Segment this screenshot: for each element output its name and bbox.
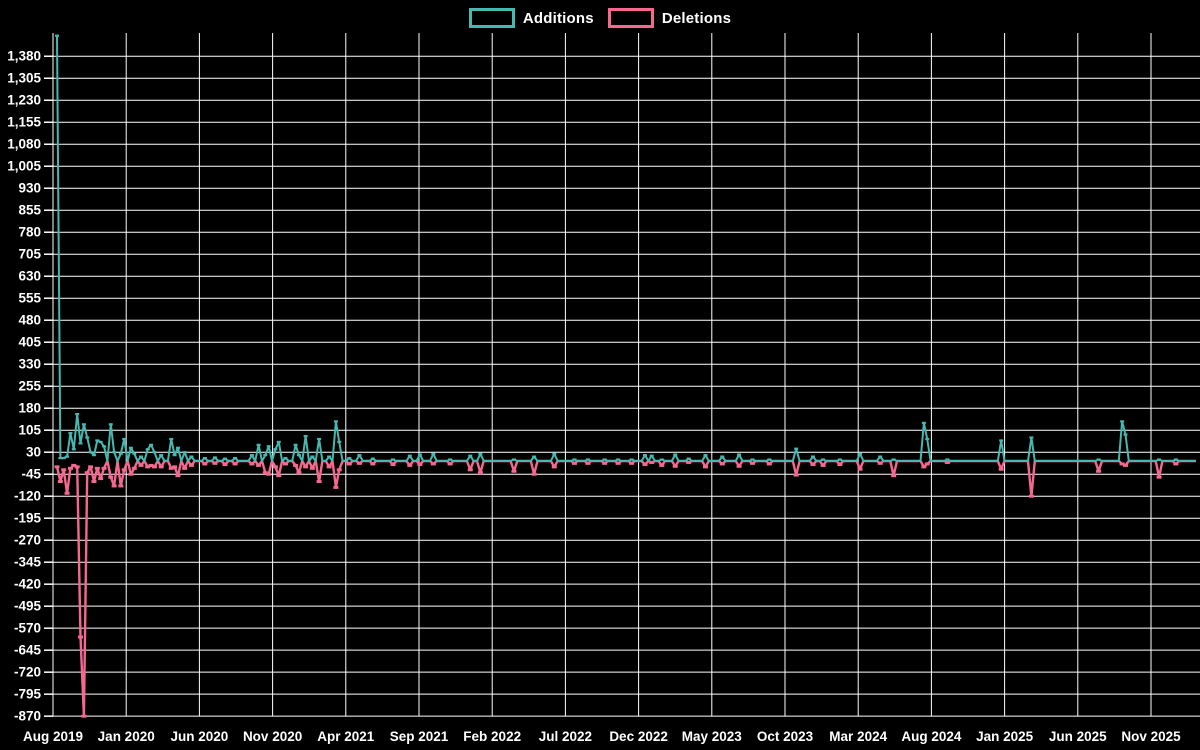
svg-text:-195: -195 — [14, 511, 42, 526]
svg-text:480: 480 — [18, 313, 41, 328]
chart-gridlines — [44, 33, 1200, 717]
svg-text:1,155: 1,155 — [7, 115, 41, 130]
svg-text:Aug 2024: Aug 2024 — [901, 729, 962, 744]
svg-text:-570: -570 — [14, 621, 41, 636]
svg-text:-270: -270 — [14, 533, 41, 548]
svg-text:180: 180 — [18, 401, 41, 416]
legend-item-additions: Additions — [468, 8, 594, 28]
additions-point-markers — [55, 34, 1178, 461]
legend-label-deletions: Deletions — [661, 9, 732, 27]
svg-text:705: 705 — [18, 247, 41, 262]
legend-item-deletions: Deletions — [607, 8, 732, 28]
svg-text:1,305: 1,305 — [7, 71, 41, 86]
svg-text:Feb 2022: Feb 2022 — [463, 729, 521, 744]
svg-text:1,005: 1,005 — [7, 159, 41, 174]
deletions-point-markers — [54, 460, 1179, 718]
svg-text:1,230: 1,230 — [7, 93, 41, 108]
svg-text:-870: -870 — [14, 709, 41, 724]
svg-text:1,080: 1,080 — [7, 137, 41, 152]
svg-text:255: 255 — [18, 379, 41, 394]
svg-text:-645: -645 — [14, 643, 42, 658]
svg-text:330: 330 — [18, 357, 41, 372]
svg-text:Nov 2025: Nov 2025 — [1121, 729, 1181, 744]
svg-text:Apr 2021: Apr 2021 — [317, 729, 375, 744]
deletions-line — [55, 459, 1196, 718]
svg-text:30: 30 — [26, 445, 41, 460]
svg-text:780: 780 — [18, 225, 41, 240]
svg-text:105: 105 — [18, 423, 41, 438]
svg-text:555: 555 — [18, 291, 41, 306]
svg-text:Jun 2025: Jun 2025 — [1049, 729, 1107, 744]
additions-color-swatch-icon — [468, 8, 515, 28]
chart-legend: Additions Deletions — [0, 4, 1200, 32]
svg-text:-120: -120 — [14, 489, 41, 504]
svg-text:Jan 2020: Jan 2020 — [98, 729, 155, 744]
svg-text:Dec 2022: Dec 2022 — [609, 729, 668, 744]
svg-text:630: 630 — [18, 269, 41, 284]
svg-text:930: 930 — [18, 181, 41, 196]
legend-label-additions: Additions — [522, 9, 594, 27]
svg-text:Sep 2021: Sep 2021 — [390, 729, 449, 744]
svg-text:-420: -420 — [14, 577, 41, 592]
additions-line — [56, 35, 1196, 462]
svg-text:-45: -45 — [21, 467, 41, 482]
svg-text:Jan 2025: Jan 2025 — [976, 729, 1034, 744]
svg-text:405: 405 — [18, 335, 41, 350]
svg-text:-720: -720 — [14, 665, 41, 680]
deletions-color-swatch-icon — [607, 8, 654, 28]
svg-text:Mar 2024: Mar 2024 — [829, 729, 887, 744]
svg-text:855: 855 — [18, 203, 41, 218]
svg-text:-495: -495 — [14, 599, 42, 614]
svg-text:-795: -795 — [14, 687, 42, 702]
svg-text:1,380: 1,380 — [7, 49, 41, 64]
svg-text:May 2023: May 2023 — [682, 729, 743, 744]
svg-text:Oct 2023: Oct 2023 — [757, 729, 814, 744]
svg-text:Aug 2019: Aug 2019 — [23, 729, 83, 744]
svg-text:Jun 2020: Jun 2020 — [171, 729, 229, 744]
svg-text:-345: -345 — [14, 555, 42, 570]
svg-text:Nov 2020: Nov 2020 — [243, 729, 302, 744]
svg-text:Jul 2022: Jul 2022 — [539, 729, 592, 744]
